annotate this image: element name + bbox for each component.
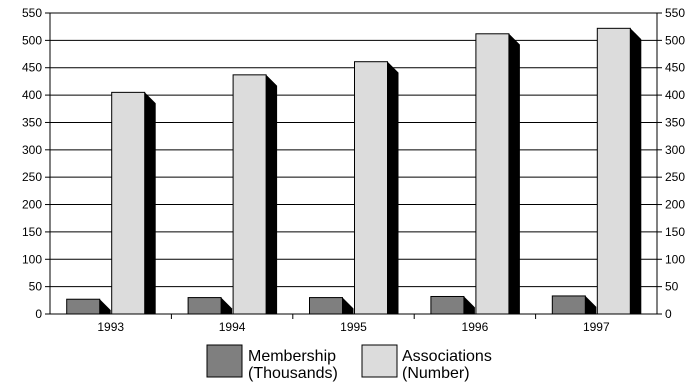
bar-face — [66, 298, 101, 315]
bar-associations — [232, 74, 278, 315]
y-tick-label-right: 550 — [665, 6, 685, 20]
y-tick-label-right: 500 — [665, 33, 685, 47]
bar-membership — [430, 295, 475, 315]
y-tick-label-right: 100 — [665, 252, 685, 266]
bar-side — [266, 74, 278, 314]
bar-membership — [309, 297, 354, 315]
y-tick-label-right: 350 — [665, 115, 685, 129]
bar-face — [309, 297, 343, 315]
bar-face — [596, 27, 631, 315]
y-tick-label-left: 350 — [22, 115, 42, 129]
bar-face — [551, 295, 586, 315]
bar-face — [111, 91, 146, 315]
bar-side — [144, 92, 156, 314]
axes — [45, 12, 662, 319]
y-tick-label-left: 0 — [35, 307, 42, 321]
y-tick-label-left: 450 — [22, 61, 42, 75]
bar-face — [475, 33, 510, 315]
legend-item: Membership(Thousands) — [206, 344, 338, 382]
y-tick-label-left: 550 — [22, 6, 42, 20]
x-tick-label: 1996 — [462, 320, 489, 334]
y-tick-label-right: 0 — [665, 307, 672, 321]
bar-membership — [66, 298, 111, 315]
y-axis-right-ticks: 0 50 100 150 200 250 300 350 400 450 500 550 — [665, 6, 685, 321]
y-tick-label-left: 100 — [22, 252, 42, 266]
y-tick-label-left: 150 — [22, 225, 42, 239]
bar-face — [430, 295, 465, 315]
bar-associations — [475, 33, 520, 315]
x-tick-label: 1997 — [583, 320, 610, 334]
bar-face — [354, 61, 388, 315]
x-tick-label: 1995 — [340, 320, 367, 334]
bar-membership — [551, 295, 597, 315]
bar-side — [630, 28, 642, 314]
bar-face — [232, 74, 267, 315]
bar-associations — [111, 91, 156, 315]
y-tick-label-left: 300 — [22, 143, 42, 157]
y-tick-label-left: 200 — [22, 198, 42, 212]
legend-label: (Thousands) — [248, 365, 338, 382]
y-tick-label-right: 200 — [665, 198, 685, 212]
y-tick-label-right: 400 — [665, 88, 685, 102]
x-tick-label: 1994 — [219, 320, 246, 334]
legend-item: Associations(Number) — [361, 344, 492, 382]
x-tick-label: 1993 — [97, 320, 124, 334]
plot-frame — [49, 12, 658, 315]
legend-label: Associations — [402, 348, 492, 365]
legend-swatch — [206, 344, 243, 378]
bar-face — [187, 297, 222, 315]
y-tick-label-right: 150 — [665, 225, 685, 239]
y-tick-label-left: 400 — [22, 88, 42, 102]
x-axis-tick-labels: 1993 1994 1995 1996 1997 — [97, 320, 610, 334]
legend: Membership(Thousands) Associations(Number… — [206, 344, 492, 382]
y-tick-label-left: 250 — [22, 170, 42, 184]
y-tick-label-right: 250 — [665, 170, 685, 184]
legend-label: Membership — [248, 348, 336, 365]
bar-membership — [187, 297, 233, 315]
y-tick-label-right: 450 — [665, 61, 685, 75]
bar-side — [387, 61, 399, 314]
y-tick-label-left: 500 — [22, 33, 42, 47]
y-axis-left-ticks: 0 50 100 150 200 250 300 350 400 450 500 550 — [22, 6, 42, 321]
legend-label: (Number) — [402, 365, 470, 382]
y-tick-label-left: 50 — [29, 280, 43, 294]
bar-side — [508, 33, 520, 315]
bars — [66, 27, 642, 315]
y-tick-label-right: 50 — [665, 280, 679, 294]
bar-associations — [354, 61, 399, 315]
bar-associations — [596, 27, 642, 315]
legend-swatch — [361, 344, 398, 378]
y-tick-label-right: 300 — [665, 143, 685, 157]
